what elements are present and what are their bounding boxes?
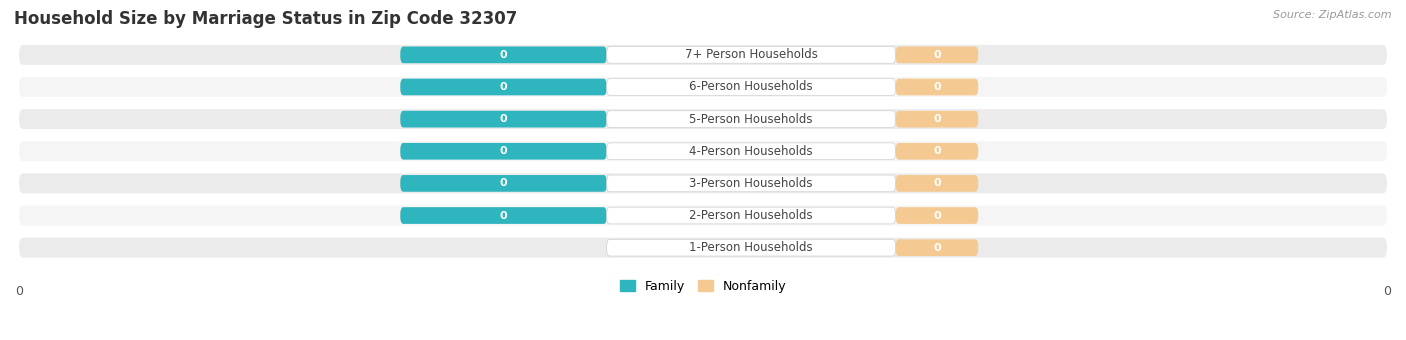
Text: 0: 0 xyxy=(934,210,941,221)
Text: 0: 0 xyxy=(499,82,508,92)
FancyBboxPatch shape xyxy=(896,79,979,95)
Text: 0: 0 xyxy=(499,178,508,188)
FancyBboxPatch shape xyxy=(896,175,979,192)
FancyBboxPatch shape xyxy=(606,239,896,256)
Text: 0: 0 xyxy=(934,243,941,253)
Text: 0: 0 xyxy=(15,285,22,298)
FancyBboxPatch shape xyxy=(401,79,606,95)
FancyBboxPatch shape xyxy=(401,111,606,128)
FancyBboxPatch shape xyxy=(401,207,606,224)
FancyBboxPatch shape xyxy=(20,45,1386,65)
Text: Household Size by Marriage Status in Zip Code 32307: Household Size by Marriage Status in Zip… xyxy=(14,10,517,28)
FancyBboxPatch shape xyxy=(401,175,606,192)
FancyBboxPatch shape xyxy=(20,109,1386,129)
Text: 0: 0 xyxy=(934,50,941,60)
FancyBboxPatch shape xyxy=(896,239,979,256)
FancyBboxPatch shape xyxy=(606,47,896,63)
FancyBboxPatch shape xyxy=(896,47,979,63)
FancyBboxPatch shape xyxy=(606,207,896,224)
Text: 0: 0 xyxy=(934,82,941,92)
FancyBboxPatch shape xyxy=(896,207,979,224)
FancyBboxPatch shape xyxy=(606,143,896,159)
FancyBboxPatch shape xyxy=(20,77,1386,97)
Text: 0: 0 xyxy=(1384,285,1391,298)
Text: 0: 0 xyxy=(499,114,508,124)
Text: Source: ZipAtlas.com: Source: ZipAtlas.com xyxy=(1274,10,1392,20)
Legend: Family, Nonfamily: Family, Nonfamily xyxy=(614,275,792,298)
FancyBboxPatch shape xyxy=(401,143,606,159)
Text: 7+ Person Households: 7+ Person Households xyxy=(685,48,818,61)
Text: 6-Person Households: 6-Person Households xyxy=(689,81,813,94)
Text: 3-Person Households: 3-Person Households xyxy=(689,177,813,190)
FancyBboxPatch shape xyxy=(606,79,896,95)
FancyBboxPatch shape xyxy=(20,206,1386,225)
FancyBboxPatch shape xyxy=(896,111,979,128)
FancyBboxPatch shape xyxy=(896,143,979,159)
FancyBboxPatch shape xyxy=(20,173,1386,193)
Text: 0: 0 xyxy=(499,146,508,156)
Text: 0: 0 xyxy=(934,178,941,188)
Text: 0: 0 xyxy=(499,210,508,221)
Text: 1-Person Households: 1-Person Households xyxy=(689,241,813,254)
Text: 4-Person Households: 4-Person Households xyxy=(689,145,813,158)
FancyBboxPatch shape xyxy=(606,111,896,128)
Text: 2-Person Households: 2-Person Households xyxy=(689,209,813,222)
FancyBboxPatch shape xyxy=(20,238,1386,258)
Text: 0: 0 xyxy=(934,114,941,124)
Text: 5-Person Households: 5-Person Households xyxy=(689,113,813,126)
FancyBboxPatch shape xyxy=(606,175,896,192)
Text: 0: 0 xyxy=(499,50,508,60)
FancyBboxPatch shape xyxy=(401,47,606,63)
Text: 0: 0 xyxy=(934,146,941,156)
FancyBboxPatch shape xyxy=(20,141,1386,161)
